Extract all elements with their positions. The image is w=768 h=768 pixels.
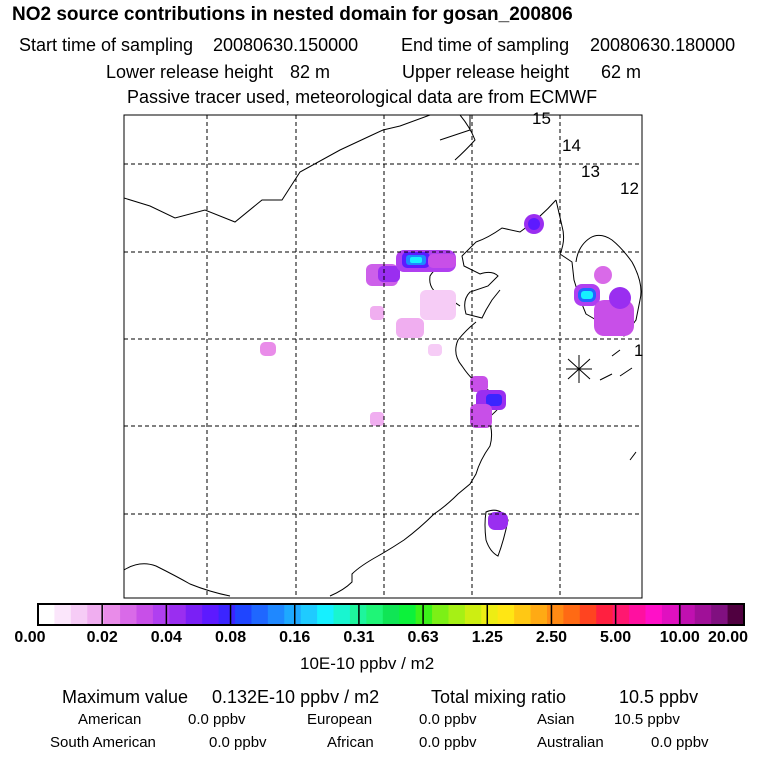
colorbar-swatch bbox=[120, 604, 138, 625]
american-label: American bbox=[78, 711, 142, 728]
data-source-note: Passive tracer used, meteorological data… bbox=[127, 87, 598, 107]
receptor-marker bbox=[566, 355, 592, 383]
total-mixing-value: 10.5 ppbv bbox=[619, 687, 699, 707]
australian-label: Australian bbox=[537, 734, 604, 751]
colorbar-swatch bbox=[38, 604, 56, 625]
upper-height-label: Upper release height bbox=[402, 62, 570, 82]
colorbar-swatch bbox=[382, 604, 400, 625]
colorbar-swatch bbox=[612, 604, 630, 625]
colorbar-tick-label: 0.04 bbox=[150, 629, 182, 646]
colorbar-swatch bbox=[284, 604, 302, 625]
colorbar-swatch bbox=[366, 604, 384, 625]
colorbar-swatch bbox=[629, 604, 647, 625]
colorbar-swatch bbox=[497, 604, 515, 625]
colorbar-tick-label: 20.00 bbox=[707, 629, 749, 646]
colorbar bbox=[37, 603, 745, 626]
colorbar-swatch bbox=[579, 604, 597, 625]
tracer-plumes bbox=[260, 214, 634, 530]
page-title: NO2 source contributions in nested domai… bbox=[12, 4, 573, 25]
colorbar-swatch bbox=[399, 604, 417, 625]
coastline-lines bbox=[124, 115, 642, 597]
colorbar-swatch bbox=[169, 604, 187, 625]
colorbar-swatch bbox=[317, 604, 335, 625]
colorbar-swatch bbox=[596, 604, 614, 625]
colorbar-swatch bbox=[694, 604, 712, 625]
time-label-15: 15 bbox=[532, 109, 551, 128]
colorbar-units: 10E-10 ppbv / m2 bbox=[300, 654, 435, 673]
colorbar-frame bbox=[37, 603, 745, 626]
colorbar-tick-label: 0.63 bbox=[407, 629, 439, 646]
end-time-value: 20080630.180000 bbox=[590, 35, 736, 55]
max-value: 0.132E-10 ppbv / m2 bbox=[212, 687, 380, 707]
colorbar-swatch bbox=[300, 604, 318, 625]
south-american-label: South American bbox=[50, 734, 156, 751]
colorbar-swatch bbox=[251, 604, 269, 625]
upper-height-value: 62 m bbox=[601, 62, 642, 82]
colorbar-swatch bbox=[563, 604, 581, 625]
american-value: 0.0 ppbv bbox=[188, 711, 246, 728]
time-label-1: 1 bbox=[634, 341, 643, 360]
colorbar-swatch bbox=[727, 604, 745, 625]
colorbar-swatch bbox=[678, 604, 696, 625]
start-time-label: Start time of sampling bbox=[19, 35, 194, 55]
colorbar-swatch bbox=[514, 604, 532, 625]
map-grid bbox=[124, 115, 642, 598]
european-value: 0.0 ppbv bbox=[419, 711, 477, 728]
total-mixing-label: Total mixing ratio bbox=[431, 687, 567, 707]
map-frame bbox=[123, 114, 643, 599]
colorbar-swatch bbox=[481, 604, 499, 625]
colorbar-tick-label: 10.00 bbox=[659, 629, 700, 646]
colorbar-swatch bbox=[103, 604, 121, 625]
colorbar-tick-label: 0.00 bbox=[14, 629, 46, 646]
start-time-value: 20080630.150000 bbox=[213, 35, 359, 55]
colorbar-swatch bbox=[448, 604, 466, 625]
time-label-13: 13 bbox=[581, 162, 600, 181]
colorbar-swatch bbox=[70, 604, 88, 625]
colorbar-swatch bbox=[645, 604, 663, 625]
colorbar-swatch bbox=[218, 604, 236, 625]
colorbar-tick-label: 5.00 bbox=[600, 629, 632, 646]
colorbar-swatch bbox=[711, 604, 729, 625]
african-label: African bbox=[327, 734, 374, 751]
colorbar-swatch bbox=[152, 604, 170, 625]
time-label-14: 14 bbox=[562, 136, 581, 155]
colorbar-tick-label: 0.16 bbox=[279, 629, 311, 646]
colorbar-swatch bbox=[546, 604, 564, 625]
max-value-label: Maximum value bbox=[62, 687, 189, 707]
colorbar-swatch bbox=[267, 604, 285, 625]
colorbar-swatch bbox=[54, 604, 72, 625]
colorbar-tick-label: 0.08 bbox=[214, 629, 247, 646]
end-time-label: End time of sampling bbox=[401, 35, 570, 55]
colorbar-swatch bbox=[202, 604, 220, 625]
colorbar-swatch bbox=[432, 604, 450, 625]
asian-label: Asian bbox=[537, 711, 575, 728]
asian-value: 10.5 ppbv bbox=[614, 711, 680, 728]
european-label: European bbox=[307, 711, 373, 728]
african-value: 0.0 ppbv bbox=[419, 734, 477, 751]
south-american-value: 0.0 ppbv bbox=[209, 734, 267, 751]
colorbar-swatch bbox=[136, 604, 154, 625]
colorbar-swatch bbox=[185, 604, 203, 625]
lower-height-label: Lower release height bbox=[106, 62, 274, 82]
time-label-12: 12 bbox=[620, 179, 639, 198]
colorbar-tick-label: 0.02 bbox=[86, 629, 118, 646]
colorbar-swatch bbox=[235, 604, 253, 625]
colorbar-swatch bbox=[464, 604, 482, 625]
lower-height-value: 82 m bbox=[290, 62, 331, 82]
colorbar-tick-label: 0.31 bbox=[343, 629, 375, 646]
australian-value: 0.0 ppbv bbox=[651, 734, 709, 751]
colorbar-tick-label: 2.50 bbox=[535, 629, 568, 646]
colorbar-swatch bbox=[661, 604, 679, 625]
colorbar-swatch bbox=[415, 604, 433, 625]
colorbar-swatch bbox=[333, 604, 351, 625]
colorbar-swatch bbox=[530, 604, 548, 625]
colorbar-swatch bbox=[87, 604, 105, 625]
colorbar-tick-label: 1.25 bbox=[471, 629, 503, 646]
